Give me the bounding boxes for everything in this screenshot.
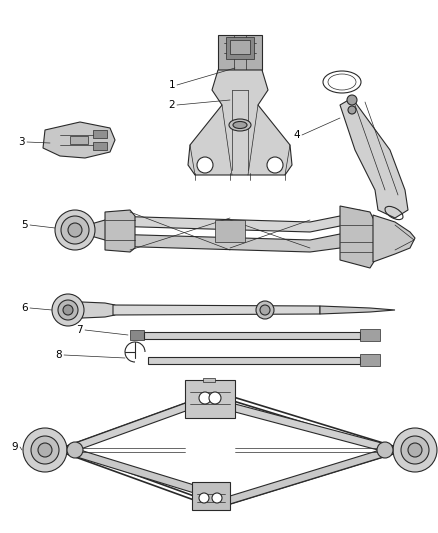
Circle shape	[199, 493, 209, 503]
Circle shape	[52, 294, 84, 326]
Polygon shape	[67, 446, 230, 504]
Text: 8: 8	[55, 350, 62, 360]
FancyBboxPatch shape	[203, 378, 215, 382]
Polygon shape	[148, 357, 360, 364]
Circle shape	[377, 442, 393, 458]
FancyBboxPatch shape	[185, 380, 235, 418]
FancyBboxPatch shape	[192, 482, 230, 510]
FancyBboxPatch shape	[218, 35, 262, 70]
FancyBboxPatch shape	[93, 130, 107, 138]
Ellipse shape	[233, 122, 247, 128]
Text: 2: 2	[168, 100, 175, 110]
Circle shape	[212, 493, 222, 503]
Circle shape	[267, 157, 283, 173]
FancyBboxPatch shape	[93, 142, 107, 150]
Circle shape	[58, 300, 78, 320]
Text: 1: 1	[168, 80, 175, 90]
Text: 3: 3	[18, 137, 25, 147]
Text: 6: 6	[21, 303, 28, 313]
FancyBboxPatch shape	[360, 354, 380, 366]
Polygon shape	[82, 302, 115, 318]
Circle shape	[347, 95, 357, 105]
Polygon shape	[144, 332, 360, 338]
Circle shape	[199, 392, 211, 404]
Polygon shape	[188, 70, 292, 175]
FancyBboxPatch shape	[226, 37, 254, 59]
Circle shape	[61, 216, 89, 244]
Circle shape	[63, 305, 73, 315]
Circle shape	[408, 443, 422, 457]
FancyBboxPatch shape	[360, 329, 380, 341]
Circle shape	[67, 442, 83, 458]
Polygon shape	[320, 306, 395, 314]
Polygon shape	[340, 98, 408, 218]
Polygon shape	[113, 305, 320, 315]
Polygon shape	[373, 215, 415, 262]
Circle shape	[393, 428, 437, 472]
Polygon shape	[230, 446, 393, 504]
Text: 4: 4	[293, 130, 300, 140]
Text: 7: 7	[76, 325, 83, 335]
FancyBboxPatch shape	[230, 40, 250, 54]
Polygon shape	[340, 206, 375, 268]
Circle shape	[31, 436, 59, 464]
Polygon shape	[67, 396, 205, 454]
FancyBboxPatch shape	[70, 136, 88, 144]
FancyBboxPatch shape	[130, 330, 144, 340]
Polygon shape	[43, 122, 115, 158]
Polygon shape	[105, 210, 135, 252]
Circle shape	[209, 392, 221, 404]
FancyBboxPatch shape	[215, 220, 245, 242]
Circle shape	[23, 428, 67, 472]
Ellipse shape	[229, 119, 251, 131]
Circle shape	[260, 305, 270, 315]
Circle shape	[68, 223, 82, 237]
Circle shape	[38, 443, 52, 457]
Text: 9: 9	[11, 442, 18, 452]
Polygon shape	[205, 396, 393, 454]
Polygon shape	[108, 234, 360, 252]
Polygon shape	[91, 218, 110, 242]
Polygon shape	[108, 210, 360, 232]
Text: 5: 5	[21, 220, 28, 230]
Circle shape	[197, 157, 213, 173]
Circle shape	[55, 210, 95, 250]
Circle shape	[256, 301, 274, 319]
Circle shape	[401, 436, 429, 464]
Circle shape	[348, 106, 356, 114]
